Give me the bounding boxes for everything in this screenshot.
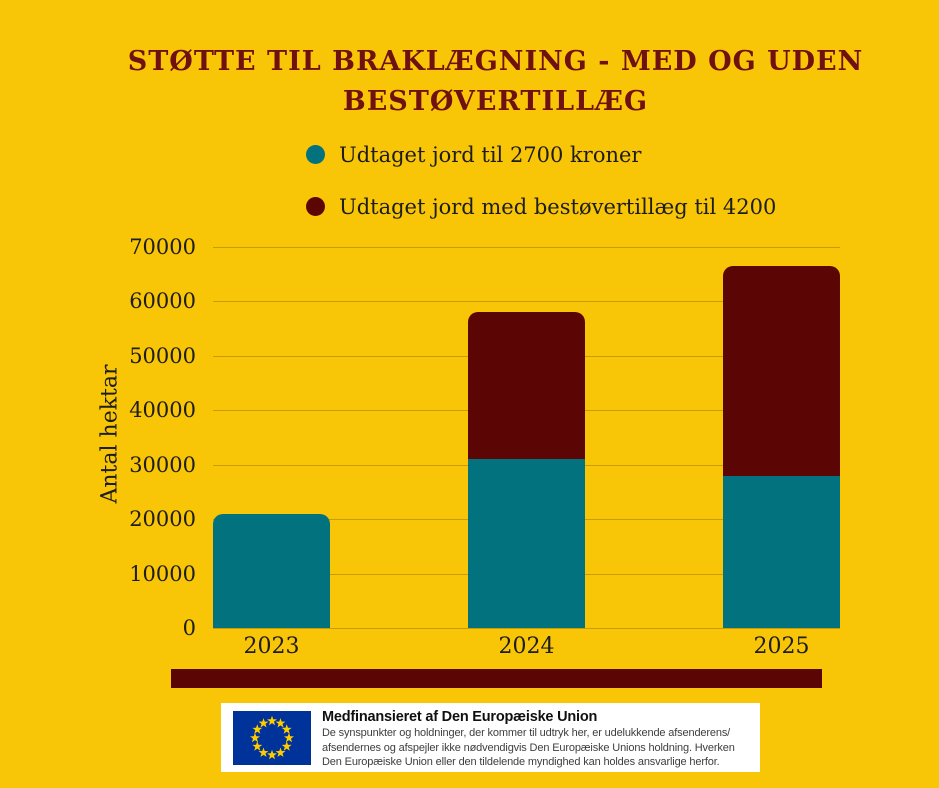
gridline: [213, 301, 840, 303]
y-tick-label: 20000: [129, 507, 196, 532]
chart-legend: Udtaget jord til 2700 kroner Udtaget jor…: [306, 142, 776, 246]
eu-flag-icon: [233, 711, 311, 765]
legend-circle-icon: [306, 145, 325, 164]
y-axis-title: Antal hektar: [97, 364, 123, 504]
legend-item-label: Udtaget jord med bestøvertillæg til 4200: [339, 194, 777, 219]
eu-disclaimer-line: afsendernes og afspejler ikke nødvendigv…: [322, 741, 735, 754]
eu-disclaimer-line: De synspunkter og holdninger, der kommer…: [322, 727, 731, 739]
eu-star-icon: [252, 741, 263, 751]
eu-star-icon: [250, 732, 260, 743]
legend-circle-icon: [306, 197, 325, 216]
bar-segment-teal: [213, 513, 330, 628]
eu-star-icon: [275, 718, 286, 728]
x-axis-label: 2023: [243, 634, 300, 659]
y-tick-label: 0: [182, 616, 196, 640]
y-tick-label: 70000: [129, 235, 196, 259]
y-tick-label: 10000: [129, 561, 196, 586]
eu-star-icon: [258, 747, 269, 757]
page-title-line1: STØTTE TIL BRAKLÆGNING - MED OG UDEN: [127, 46, 864, 77]
page-title-line2: BESTØVERTILLÆG: [342, 86, 649, 117]
footer-divider-bar: [171, 669, 822, 688]
plot-area: [213, 247, 840, 629]
bar-segment-teal: [723, 475, 840, 628]
y-tick-label: 30000: [129, 452, 196, 477]
eu-star-icon: [275, 747, 286, 757]
eu-cofunding-box: Medfinansieret af Den Europæiske Union D…: [221, 703, 760, 772]
eu-box-title: Medfinansieret af Den Europæiske Union: [322, 709, 598, 725]
eu-star-icon: [284, 732, 294, 743]
y-tick-label: 50000: [129, 343, 196, 368]
eu-star-icon: [281, 724, 292, 734]
legend-item: Udtaget jord til 2700 kroner: [306, 142, 776, 167]
bar-2024: [468, 312, 585, 628]
eu-star-icon: [258, 718, 269, 728]
eu-star-icon: [252, 724, 263, 734]
bar-segment-dark-red: [468, 312, 585, 460]
x-axis-label: 2024: [498, 634, 555, 659]
bar-segment-dark-red: [723, 266, 840, 476]
eu-disclaimer-line: Den Europæiske Union eller den tildelend…: [322, 756, 720, 769]
eu-text-block: Medfinansieret af Den Europæiske Union D…: [322, 708, 756, 770]
eu-star-icon: [267, 715, 277, 726]
bar-2025: [723, 266, 840, 628]
bar-2023: [213, 513, 330, 628]
legend-item-label: Udtaget jord til 2700 kroner: [339, 142, 642, 167]
legend-item: Udtaget jord med bestøvertillæg til 4200: [306, 194, 776, 219]
y-tick-label: 60000: [129, 289, 196, 314]
bar-segment-teal: [468, 459, 585, 628]
x-axis-label: 2025: [753, 634, 810, 659]
eu-star-icon: [267, 749, 277, 760]
eu-star-icon: [281, 741, 292, 751]
gridline: [213, 247, 840, 248]
page-title: STØTTE TIL BRAKLÆGNING - MED OG UDEN BES…: [0, 42, 939, 122]
gridline: [213, 628, 840, 629]
y-tick-label: 40000: [129, 398, 196, 423]
